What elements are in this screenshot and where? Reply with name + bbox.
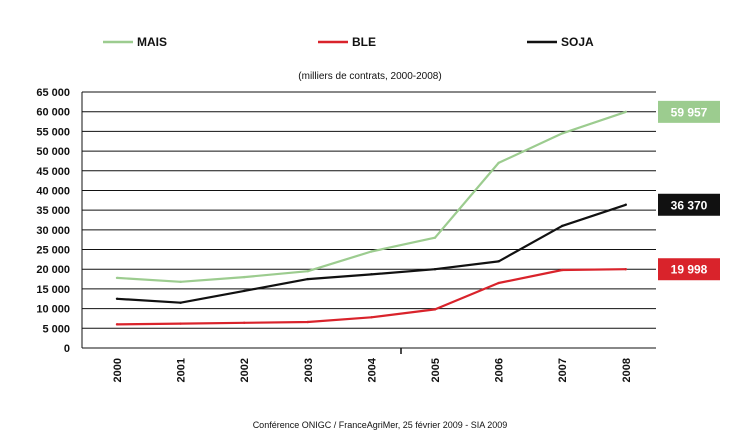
data-point: [115, 276, 119, 280]
end-label-box: [658, 100, 720, 123]
data-point: [624, 110, 627, 114]
end-label-text: 36 370: [671, 198, 708, 212]
data-point: [561, 224, 564, 228]
end-value-labels: 59 957 19 998 36 370: [658, 100, 720, 281]
data-point: [306, 270, 309, 273]
y-tick-label: 55 000: [36, 126, 70, 138]
data-point: [624, 203, 627, 206]
series-line-soja: [116, 203, 627, 304]
end-label-mais: 59 957: [658, 100, 720, 123]
end-label-soja: 36 370: [658, 193, 720, 216]
x-tick-label: 2008: [621, 358, 633, 382]
source-note: Conférence ONIGC / FranceAgriMer, 25 fév…: [253, 420, 508, 430]
data-point: [370, 316, 373, 319]
y-tick-label: 25 000: [36, 245, 70, 257]
y-tick-label: 30 000: [36, 225, 70, 237]
y-tick-label: 50 000: [36, 146, 70, 158]
y-axis-ticks: 0 5 000 10 000 15 000 20 000 25 000 30 000 35 0…: [36, 87, 70, 355]
x-tick-label: 2003: [303, 358, 315, 382]
x-tick-label: 2006: [494, 358, 506, 382]
data-point: [179, 280, 182, 284]
data-point: [243, 321, 246, 324]
x-tick-label: 2005: [430, 358, 442, 382]
data-point: [243, 275, 246, 279]
y-tick-label: 5 000: [42, 323, 70, 335]
series-line-mais: [116, 110, 627, 283]
x-tick-label: 2007: [557, 358, 569, 382]
y-tick-label: 0: [64, 343, 70, 355]
y-tick-label: 20 000: [36, 264, 70, 276]
y-tick-label: 65 000: [36, 87, 70, 99]
end-label-box: [658, 193, 720, 216]
end-label-box: [658, 258, 720, 281]
y-tick-label: 10 000: [36, 304, 70, 316]
y-tick-label: 35 000: [36, 205, 70, 217]
data-point: [561, 132, 564, 135]
x-tick-label: 2000: [112, 358, 124, 382]
grid-lines: [81, 91, 656, 349]
end-label-text: 59 957: [671, 105, 708, 119]
data-point: [179, 301, 182, 304]
data-point: [115, 297, 119, 300]
data-point: [115, 323, 119, 326]
y-tick-label: 60 000: [36, 107, 70, 119]
y-tick-label: 40 000: [36, 185, 70, 197]
x-tick-label: 2004: [366, 357, 378, 382]
data-point: [179, 322, 182, 325]
end-label-text: 19 998: [671, 263, 708, 277]
data-point: [497, 260, 500, 263]
legend-label: BLE: [352, 35, 376, 49]
legend: MAIS BLE SOJA: [103, 35, 594, 49]
data-point: [561, 268, 564, 272]
data-point: [433, 268, 437, 271]
data-point: [370, 273, 373, 276]
x-axis-ticks: 2000 2001 2002 2003 2004 2005 2006 2007 2008: [112, 348, 633, 382]
data-point: [624, 268, 627, 271]
y-tick-label: 45 000: [36, 166, 70, 178]
data-point: [433, 308, 437, 311]
data-point: [306, 320, 309, 324]
x-tick-label: 2001: [176, 358, 188, 382]
legend-label: MAIS: [137, 35, 167, 49]
data-point: [306, 277, 309, 281]
data-point: [497, 281, 500, 285]
end-label-ble: 19 998: [658, 258, 720, 281]
y-tick-label: 15 000: [36, 284, 70, 296]
series-lines: [115, 110, 627, 326]
data-point: [370, 250, 373, 253]
data-point: [433, 236, 437, 239]
data-point: [243, 289, 246, 293]
data-point: [497, 161, 500, 165]
chart-subtitle: (milliers de contrats, 2000-2008): [298, 71, 441, 82]
x-tick-label: 2002: [239, 358, 251, 382]
legend-label: SOJA: [561, 35, 594, 49]
